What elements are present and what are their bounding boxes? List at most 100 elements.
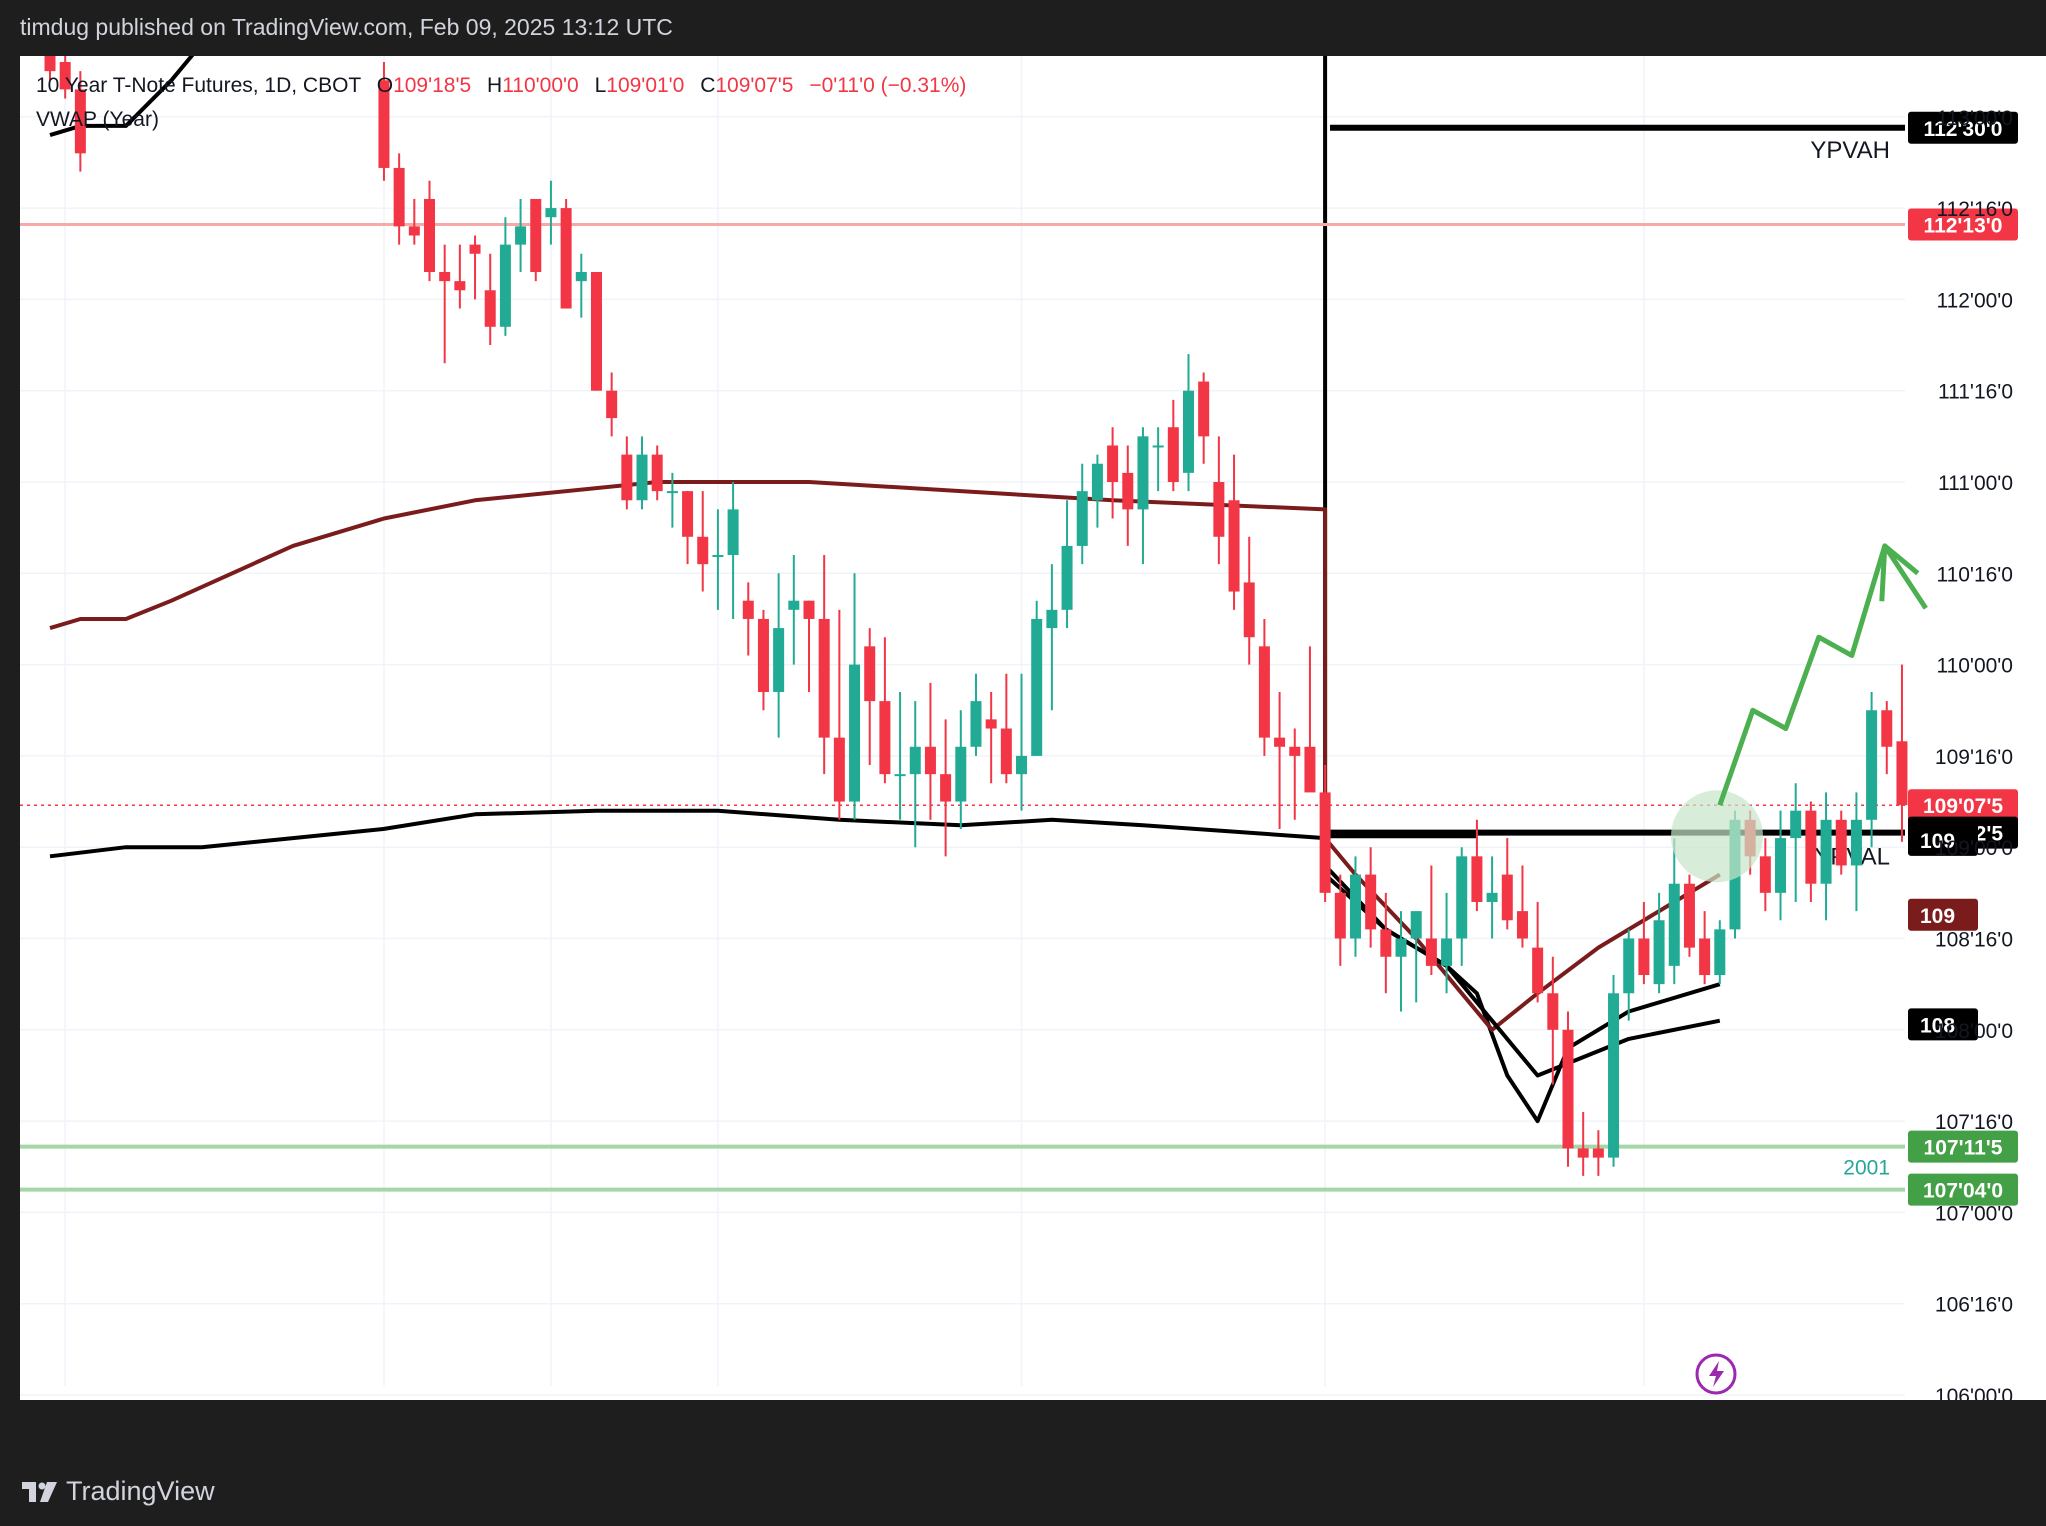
candle-body bbox=[1486, 892, 1498, 902]
price-tick-label: 112'00'0 bbox=[1936, 289, 2013, 312]
candle-body bbox=[1349, 874, 1361, 939]
price-badge-label: 107'11'5 bbox=[1924, 1137, 2003, 1160]
price-badge bbox=[1908, 208, 2018, 241]
candle-body bbox=[1213, 482, 1225, 537]
lightning-icon[interactable] bbox=[1695, 1353, 1737, 1395]
candle-body bbox=[1805, 810, 1817, 884]
candles bbox=[44, 34, 1908, 1176]
candle-body bbox=[651, 454, 663, 492]
candle-body bbox=[499, 244, 511, 327]
chart-area[interactable]: 112'30'0YPVAH112'13'0109'07'5109'02'5YPV… bbox=[20, 0, 2046, 1438]
projection-arrowhead bbox=[1879, 543, 1928, 610]
price-tick-label: 113'00'0 bbox=[1936, 107, 2013, 130]
candle-body bbox=[59, 62, 71, 90]
candle-body bbox=[44, 52, 56, 72]
candle-body bbox=[742, 600, 754, 619]
legend-change: −0'11'0 (−0.31%) bbox=[809, 74, 966, 97]
price-badge bbox=[1908, 1130, 2018, 1163]
price-badge-label: 109 bbox=[1920, 830, 1955, 853]
price-badge-label: 108 bbox=[1920, 1014, 1955, 1037]
candle-body bbox=[1835, 819, 1847, 866]
candle-body bbox=[1319, 792, 1331, 893]
candle-body bbox=[1471, 856, 1483, 902]
price-badge bbox=[1908, 1008, 1978, 1041]
candle-body bbox=[1228, 500, 1240, 592]
candle-body bbox=[545, 208, 557, 218]
candle-body bbox=[469, 244, 481, 254]
candle-body bbox=[424, 198, 435, 273]
candle-body bbox=[1896, 741, 1908, 806]
candle-body bbox=[894, 774, 906, 777]
price-axis: 106'00'0 106'16'0 107'00'0 107'16'0 108'00'0… bbox=[1935, 107, 2013, 1408]
candle-body bbox=[1395, 938, 1407, 957]
candle-body bbox=[515, 226, 527, 245]
candle-body bbox=[1441, 938, 1453, 966]
price-badge bbox=[1908, 111, 2018, 144]
publisher-bar: timdug published on TradingView.com, Feb… bbox=[0, 0, 2046, 56]
candle-body bbox=[970, 701, 982, 747]
price-badge bbox=[1908, 823, 1978, 856]
price-badge-label: 109 bbox=[1920, 905, 1955, 928]
candle-body bbox=[454, 281, 466, 291]
price-tick-label: 111'00'0 bbox=[1938, 472, 2013, 495]
candle-body bbox=[1000, 728, 1012, 775]
candle-body bbox=[879, 701, 891, 775]
candle-body bbox=[1562, 1029, 1574, 1149]
candle-body bbox=[1532, 947, 1544, 994]
legend-symbol: 10 Year T-Note Futures, 1D, CBOT bbox=[36, 74, 361, 97]
candle-body bbox=[1016, 755, 1028, 775]
price-tick-label: 107'00'0 bbox=[1935, 1202, 2013, 1225]
candle-body bbox=[909, 746, 921, 775]
candle-body bbox=[1456, 856, 1468, 939]
candle-body bbox=[666, 491, 678, 494]
candle-body bbox=[1198, 381, 1210, 437]
candle-body bbox=[1516, 911, 1528, 939]
price-badge bbox=[1908, 1173, 2018, 1206]
candle-body bbox=[1183, 390, 1194, 473]
candle-body bbox=[1258, 646, 1270, 738]
candle-body bbox=[393, 167, 405, 227]
price-badge-label: 112'30'0 bbox=[1924, 118, 2003, 141]
candle-body bbox=[1608, 993, 1620, 1158]
price-tick-label: 112'16'0 bbox=[1936, 198, 2013, 221]
candle-body bbox=[712, 555, 724, 558]
legend-indicator: VWAP (Year) bbox=[36, 108, 159, 131]
horizontal-levels: 112'30'0YPVAH112'13'0109'07'5109'02'5YPV… bbox=[20, 111, 2018, 1206]
candle-body bbox=[74, 89, 86, 154]
candle-body bbox=[1061, 545, 1073, 610]
candle-body bbox=[818, 618, 830, 738]
price-badge bbox=[1908, 789, 2018, 822]
svg-text:10 Year T-Note Futures, 1D, CB: 10 Year T-Note Futures, 1D, CBOT O109'18… bbox=[36, 74, 966, 97]
candle-body bbox=[1759, 856, 1771, 893]
price-tick-label: 109'00'0 bbox=[1935, 837, 2013, 860]
legend-low: 109'01'0 bbox=[606, 74, 684, 97]
candle-body bbox=[940, 774, 952, 802]
candle-body bbox=[955, 746, 967, 802]
candle-body bbox=[1790, 810, 1802, 839]
candle-body bbox=[439, 272, 451, 282]
candle-body bbox=[757, 618, 769, 692]
candle-body bbox=[697, 536, 709, 565]
price-badge-label: 109'07'5 bbox=[1923, 795, 2003, 818]
vwap-mid-line bbox=[49, 480, 1721, 1032]
candle-body bbox=[682, 491, 694, 537]
candle-body bbox=[1850, 819, 1862, 866]
candle-body bbox=[1714, 929, 1726, 976]
candle-body bbox=[1365, 874, 1377, 930]
candle-body bbox=[803, 600, 815, 619]
price-chart[interactable]: 112'30'0YPVAH112'13'0109'07'5109'02'5YPV… bbox=[20, 0, 2046, 1438]
candle-body bbox=[1107, 445, 1119, 482]
footer: TradingView bbox=[0, 1410, 2046, 1526]
legend-open: 109'18'5 bbox=[393, 74, 471, 97]
candle-body bbox=[1122, 472, 1134, 510]
candle-body bbox=[788, 600, 800, 610]
vwap-lower-line bbox=[49, 808, 1477, 859]
price-badge-label: 107'04'0 bbox=[1923, 1180, 2003, 1203]
candle-body bbox=[1668, 883, 1680, 966]
candle-body bbox=[1380, 929, 1392, 957]
price-tick-label: 106'16'0 bbox=[1935, 1294, 2013, 1317]
candle-body bbox=[1031, 618, 1043, 756]
highlight-circle bbox=[1671, 790, 1763, 883]
projection-line bbox=[1717, 543, 1920, 807]
candle-body bbox=[849, 664, 861, 802]
